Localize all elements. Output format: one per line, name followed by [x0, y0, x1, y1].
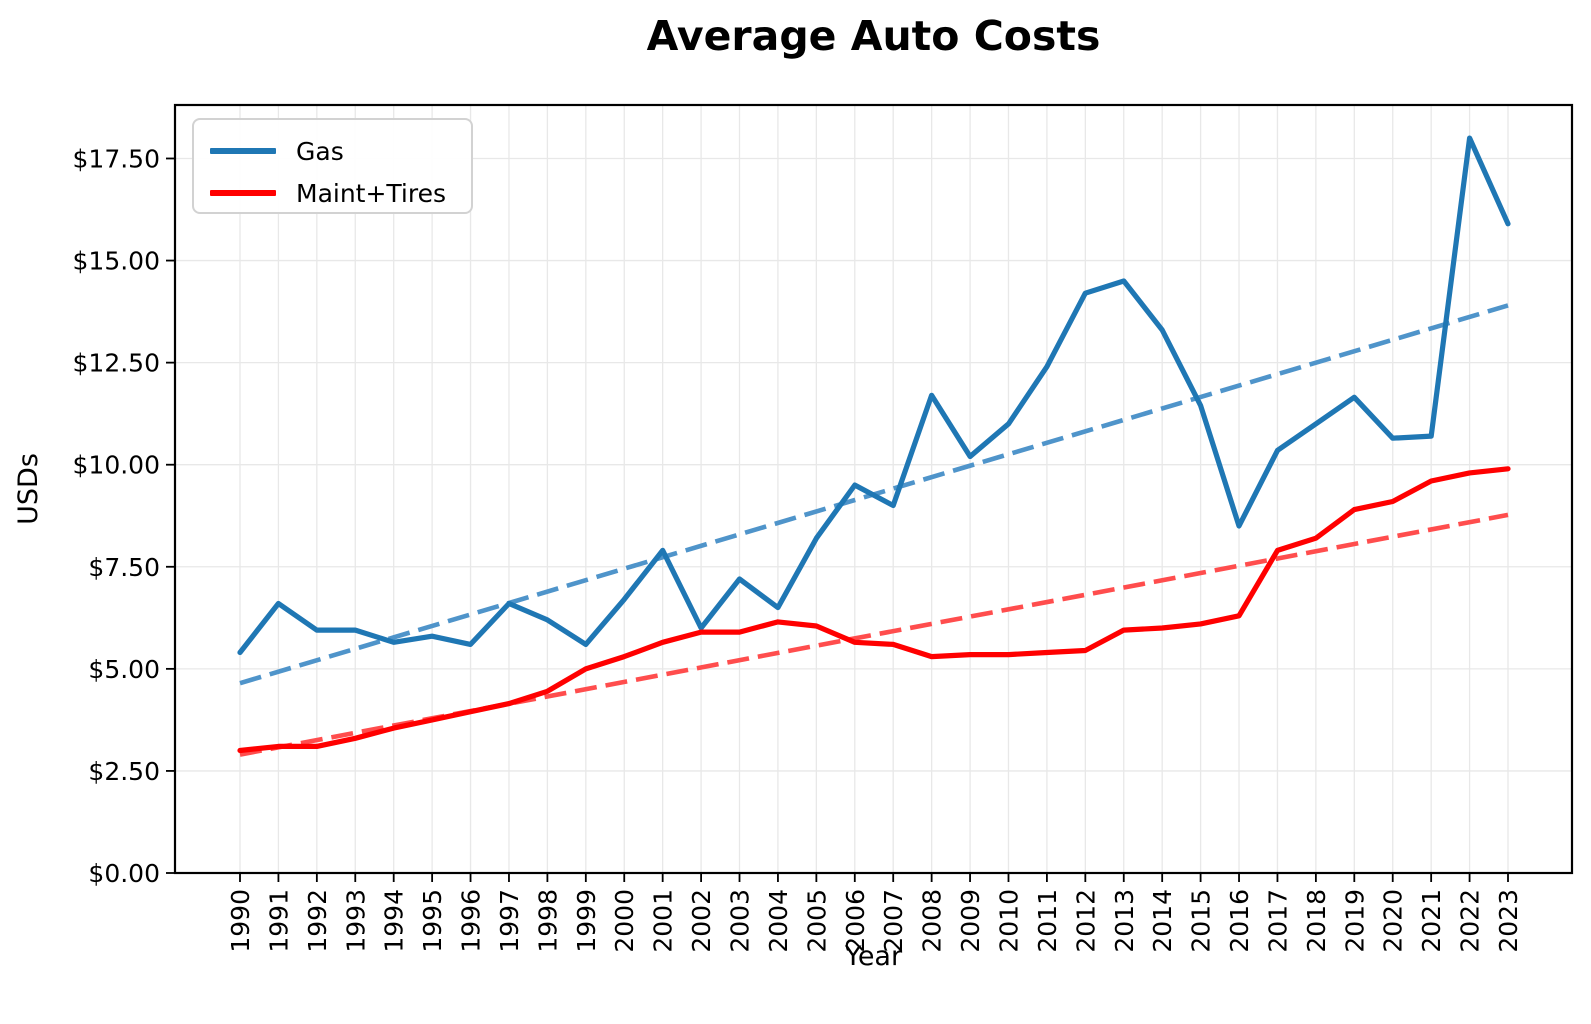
- x-tick-label: 2000: [610, 889, 639, 953]
- y-tick-label: $2.50: [88, 757, 160, 786]
- x-tick-label: 2017: [1263, 889, 1292, 953]
- x-tick-label: 2020: [1379, 889, 1408, 953]
- maint-tires-line-swatch: [210, 190, 276, 196]
- maint-tires-trend-line: [239, 512, 1509, 757]
- y-tick-label: $17.50: [73, 144, 160, 173]
- x-tick-label: 2018: [1302, 889, 1331, 953]
- x-axis-title: Year: [844, 941, 903, 972]
- x-tick-label: 2005: [802, 889, 831, 953]
- x-tick-label: 1999: [572, 889, 601, 953]
- x-tick-label: 2002: [687, 889, 716, 953]
- y-tick-label: $7.50: [88, 553, 160, 582]
- x-tick-label: 2019: [1340, 889, 1369, 953]
- x-tick-label: 2015: [1187, 889, 1216, 953]
- legend-label-maint-tires: Maint+Tires: [296, 178, 447, 208]
- x-tick-label: 1995: [418, 889, 447, 953]
- maint-tires-line: [237, 466, 1511, 754]
- x-tick-label: 2004: [764, 889, 793, 953]
- y-tick-label: $0.00: [88, 859, 160, 888]
- x-tick-label: 1994: [380, 889, 409, 953]
- chart-title: Average Auto Costs: [646, 12, 1101, 60]
- x-tick-label: 2021: [1417, 889, 1446, 953]
- gas-line-swatch: [210, 148, 276, 154]
- y-axis-title: USDs: [13, 453, 44, 525]
- x-tick-label: 2022: [1456, 889, 1485, 953]
- legend-label-gas: Gas: [296, 136, 344, 166]
- x-tick-label: 1991: [264, 889, 293, 953]
- y-tick-label: $15.00: [73, 247, 160, 276]
- x-tick-label: 2001: [649, 889, 678, 953]
- x-tick-label: 2014: [1148, 889, 1177, 953]
- x-tick-label: 2006: [841, 889, 870, 953]
- x-tick-label: 2009: [956, 889, 985, 953]
- x-tick-label: 1993: [341, 889, 370, 953]
- y-tick-label: $12.50: [73, 349, 160, 378]
- x-tick-label: 1990: [226, 889, 255, 953]
- legend-item-maint-tires: Maint+Tires: [210, 172, 471, 214]
- x-tick-label: 1992: [303, 889, 332, 953]
- x-tick-label: 2008: [918, 889, 947, 953]
- legend: Gas Maint+Tires: [192, 118, 473, 214]
- x-tick-label: 2007: [879, 889, 908, 953]
- x-tick-label: 2012: [1071, 889, 1100, 953]
- x-tick-label: 2011: [1033, 889, 1062, 953]
- gas-line: [237, 135, 1511, 656]
- legend-item-gas: Gas: [210, 130, 471, 172]
- y-tick-label: $5.00: [88, 655, 160, 684]
- y-tick-label: $10.00: [73, 451, 160, 480]
- plot-border: [173, 103, 1574, 875]
- x-tick-label: 1996: [457, 889, 486, 953]
- x-tick-label: 1998: [533, 889, 562, 953]
- x-tick-label: 2003: [726, 889, 755, 953]
- x-tick-label: 2016: [1225, 889, 1254, 953]
- x-tick-label: 1997: [495, 889, 524, 953]
- x-tick-label: 2010: [994, 889, 1023, 953]
- x-tick-label: 2013: [1110, 889, 1139, 953]
- x-tick-label: 2023: [1494, 889, 1523, 953]
